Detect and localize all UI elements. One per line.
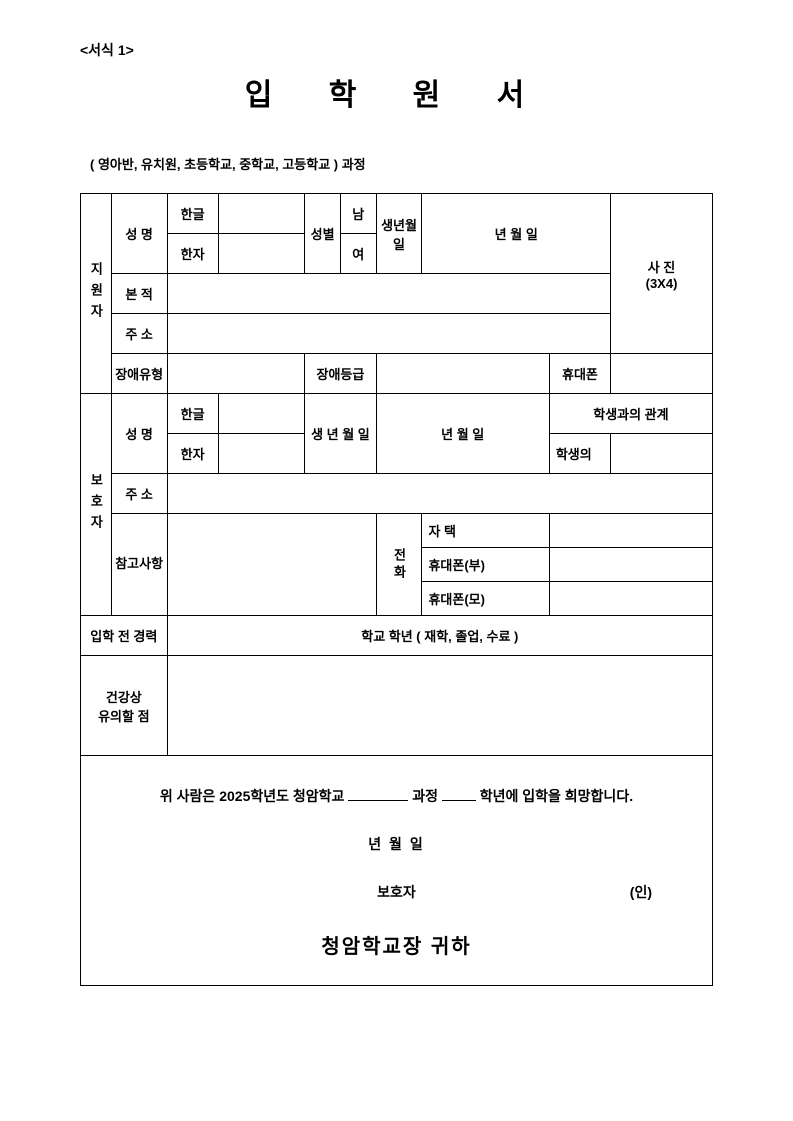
guardian-address-input[interactable] xyxy=(167,474,712,514)
guardian-tel-label: 전화 xyxy=(376,514,422,616)
disability-type-input[interactable] xyxy=(167,354,305,394)
applicant-gender-label: 성별 xyxy=(305,194,341,274)
guardian-reference-label: 참고사항 xyxy=(111,514,167,616)
guardian-dob-label: 생 년 월 일 xyxy=(305,394,376,474)
tel-mother-label: 휴대폰(모) xyxy=(422,582,549,616)
application-table: 지원자 성 명 한글 성별 남 생년월일 년 월 일 사 진 (3X4) 한자 … xyxy=(80,193,713,756)
form-number: <서식 1> xyxy=(80,40,713,60)
course-subtitle: ( 영아반, 유치원, 초등학교, 중학교, 고등학교 ) 과정 xyxy=(90,154,713,173)
tel-father-label: 휴대폰(부) xyxy=(422,548,549,582)
guardian-relation-of: 학생의 xyxy=(549,434,610,474)
page: <서식 1> 입 학 원 서 ( 영아반, 유치원, 초등학교, 중학교, 고등… xyxy=(0,0,793,1121)
applicant-name-kor-input[interactable] xyxy=(218,194,305,234)
applicant-origin-input[interactable] xyxy=(167,274,610,314)
applicant-dob-label: 생년월일 xyxy=(376,194,422,274)
applicant-address-input[interactable] xyxy=(167,314,610,354)
applicant-address-label: 주 소 xyxy=(111,314,167,354)
applicant-name-kor-label: 한글 xyxy=(167,194,218,234)
applicant-name-han-input[interactable] xyxy=(218,234,305,274)
guardian-reference-input[interactable] xyxy=(167,514,376,616)
applicant-origin-label: 본 적 xyxy=(111,274,167,314)
guardian-name-kor-input[interactable] xyxy=(218,394,305,434)
disability-grade-label: 장애등급 xyxy=(305,354,376,394)
applicant-dob-input[interactable]: 년 월 일 xyxy=(422,194,611,274)
photo-label: 사 진 xyxy=(613,257,710,276)
guardian-name-han-label: 한자 xyxy=(167,434,218,474)
guardian-relation-input[interactable] xyxy=(611,434,713,474)
disability-grade-input[interactable] xyxy=(376,354,549,394)
declaration-date[interactable]: 년 월 일 xyxy=(111,834,682,854)
guardian-dob-input[interactable]: 년 월 일 xyxy=(376,394,549,474)
photo-size: (3X4) xyxy=(613,276,710,291)
declaration-statement: 위 사람은 2025학년도 청암학교 과정 학년에 입학을 희망합니다. xyxy=(111,786,682,806)
decl-seal: (인) xyxy=(630,882,652,902)
photo-box[interactable]: 사 진 (3X4) xyxy=(611,194,713,354)
guardian-name-label: 성 명 xyxy=(111,394,167,474)
decl-blank-course[interactable] xyxy=(348,787,408,801)
tel-home-label: 자 택 xyxy=(422,514,549,548)
health-label-line2: 유의할 점 xyxy=(83,706,165,725)
decl-mid: 과정 xyxy=(412,788,438,804)
history-label: 입학 전 경력 xyxy=(81,616,168,656)
tel-mother-input[interactable] xyxy=(549,582,712,616)
tel-home-input[interactable] xyxy=(549,514,712,548)
applicant-phone-label: 휴대폰 xyxy=(549,354,610,394)
decl-guardian-label: 보호자 xyxy=(377,884,416,900)
decl-blank-grade[interactable] xyxy=(442,787,476,801)
guardian-section-label: 보호자 xyxy=(81,394,112,616)
applicant-gender-male[interactable]: 남 xyxy=(340,194,376,234)
guardian-address-label: 주 소 xyxy=(111,474,167,514)
guardian-relation-header: 학생과의 관계 xyxy=(549,394,712,434)
health-label-line1: 건강상 xyxy=(83,687,165,706)
declaration-recipient: 청암학교장 귀하 xyxy=(111,930,682,959)
guardian-name-kor-label: 한글 xyxy=(167,394,218,434)
applicant-section-label: 지원자 xyxy=(81,194,112,394)
page-title: 입 학 원 서 xyxy=(80,70,713,114)
health-input[interactable] xyxy=(167,656,712,756)
guardian-name-han-input[interactable] xyxy=(218,434,305,474)
decl-suffix: 학년에 입학을 희망합니다. xyxy=(480,788,633,804)
decl-prefix: 위 사람은 2025학년도 청암학교 xyxy=(160,788,345,804)
disability-type-label: 장애유형 xyxy=(111,354,167,394)
applicant-phone-input[interactable] xyxy=(611,354,713,394)
health-label: 건강상 유의할 점 xyxy=(81,656,168,756)
declaration-block: 위 사람은 2025학년도 청암학교 과정 학년에 입학을 희망합니다. 년 월… xyxy=(80,756,713,986)
declaration-sign-line: 보호자 (인) xyxy=(111,882,682,902)
applicant-name-han-label: 한자 xyxy=(167,234,218,274)
applicant-gender-female[interactable]: 여 xyxy=(340,234,376,274)
history-input[interactable]: 학교 학년 ( 재학, 졸업, 수료 ) xyxy=(167,616,712,656)
applicant-name-label: 성 명 xyxy=(111,194,167,274)
tel-father-input[interactable] xyxy=(549,548,712,582)
guardian-reference-text: 참고사항 xyxy=(114,554,165,575)
